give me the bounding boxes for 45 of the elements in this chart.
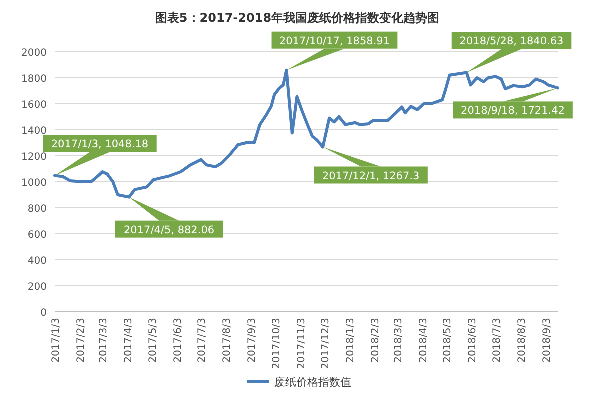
- y-tick-label: 600: [28, 230, 47, 241]
- annotation: 2017/10/17, 1858.91: [279, 35, 390, 48]
- y-tick-label: 800: [28, 204, 47, 215]
- x-tick-label: 2018/3/3: [393, 318, 404, 363]
- x-tick-label: 2017/12/3: [320, 318, 332, 370]
- x-tick-label: 2018/1/3: [346, 318, 357, 363]
- annotation: 2017/1/3, 1048.18: [51, 138, 149, 151]
- x-tick-label: 2018/6/3: [468, 318, 479, 363]
- x-tick-label: 2017/11/3: [296, 318, 308, 370]
- y-tick-label: 400: [28, 256, 47, 267]
- x-tick-label: 2018/4/3: [418, 318, 430, 363]
- x-tick-label: 2018/5/3: [442, 318, 454, 363]
- annotation: 2017/12/1, 1267.3: [322, 170, 420, 182]
- y-tick-label: 1800: [22, 74, 47, 85]
- x-tick-label: 2017/3/3: [98, 318, 110, 363]
- y-tick-label: 200: [28, 282, 47, 293]
- annotation: 2018/9/18, 1721.42: [461, 105, 565, 118]
- chart-title: 图表5：2017-2018年我国废纸价格指数变化趋势图: [155, 11, 440, 25]
- y-tick-label: 1000: [22, 178, 47, 189]
- callout: 2017/10/17, 1858.91: [272, 32, 398, 70]
- callout: 2018/9/18, 1721.42: [453, 88, 573, 119]
- callout: 2017/12/1, 1267.3: [314, 147, 428, 184]
- x-tick-label: 2017/2/3: [76, 318, 88, 363]
- x-tick-label: 2017/4/3: [124, 318, 135, 363]
- y-tick-label: 0: [40, 308, 47, 319]
- x-tick-label: 2018/7/3: [492, 318, 503, 363]
- y-tick-label: 1400: [22, 126, 47, 137]
- x-tick-label: 2017/6/3: [172, 318, 184, 363]
- annotation: 2017/4/5, 882.06: [124, 224, 215, 236]
- annotation: 2018/5/28, 1840.63: [460, 36, 564, 48]
- x-tick-label: 2017/10/3: [271, 318, 282, 370]
- x-tick-label: 2017/1/3: [51, 318, 62, 363]
- callout: 2017/4/5, 882.06: [115, 197, 224, 238]
- legend-label: 废纸价格指数值: [274, 376, 352, 389]
- x-tick-label: 2018/2/3: [370, 318, 382, 363]
- x-tick-label: 2018/8/3: [516, 318, 528, 363]
- y-tick-label: 1200: [22, 152, 47, 163]
- x-tick-label: 2017/9/3: [247, 318, 258, 363]
- x-tick-label: 2017/8/3: [222, 318, 234, 363]
- x-tick-label: 2017/5/3: [148, 318, 159, 363]
- y-tick-label: 2000: [22, 48, 47, 59]
- y-tick-label: 1600: [22, 100, 47, 111]
- callout: 2018/5/28, 1840.63: [452, 32, 572, 73]
- x-tick-label: 2017/7/3: [197, 318, 208, 363]
- x-tick-label: 2018/9/3: [542, 318, 553, 363]
